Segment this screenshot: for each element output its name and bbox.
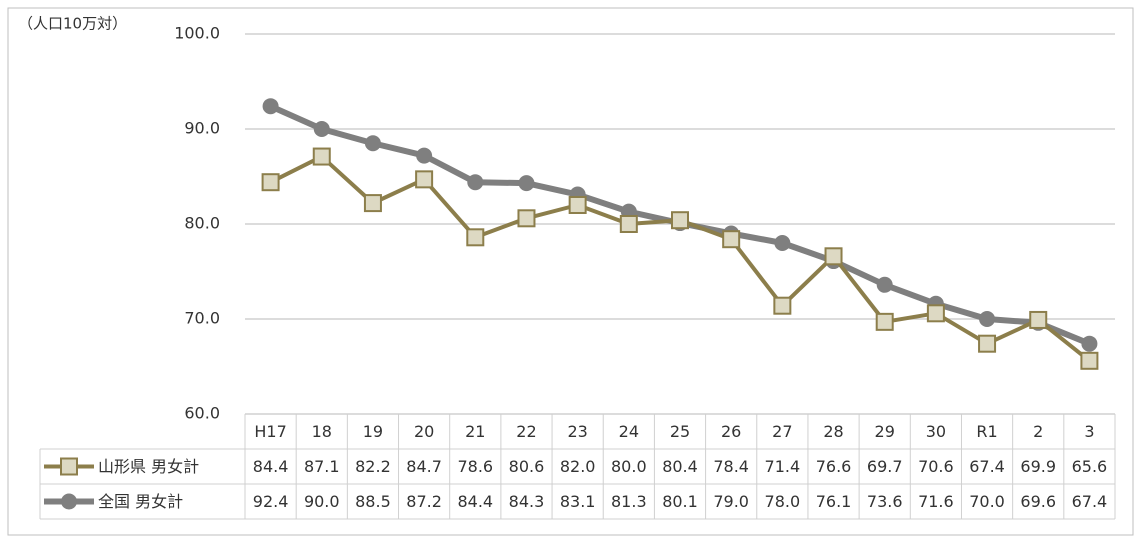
marker: [619, 215, 638, 233]
table-value: 88.5: [355, 492, 391, 511]
x-tick-label: 29: [875, 422, 895, 441]
table-value: 71.6: [918, 492, 954, 511]
table-value: 70.6: [918, 457, 954, 476]
y-tick-label: 70.0: [184, 309, 220, 328]
x-tick-label: R1: [976, 422, 997, 441]
table-value: 67.4: [969, 457, 1005, 476]
table-value: 84.4: [253, 457, 289, 476]
x-tick-label: 30: [926, 422, 946, 441]
x-tick-label: 20: [414, 422, 434, 441]
x-tick-label: 25: [670, 422, 690, 441]
x-tick-label: 23: [567, 422, 587, 441]
legend-label: 山形県 男女計: [98, 457, 199, 476]
table-value: 76.1: [816, 492, 852, 511]
marker: [262, 98, 279, 115]
table-value: 78.4: [713, 457, 749, 476]
marker: [926, 304, 945, 323]
marker: [364, 135, 381, 152]
legend-label: 全国 男女計: [98, 492, 183, 511]
marker: [774, 235, 791, 251]
marker: [824, 247, 843, 266]
x-tick-label: 28: [823, 422, 843, 441]
marker: [517, 209, 536, 228]
table-value: 81.3: [611, 492, 647, 511]
table-value: 82.2: [355, 457, 391, 476]
x-tick-label: 2: [1033, 422, 1043, 441]
table-value: 69.7: [867, 457, 903, 476]
table-value: 65.6: [1072, 457, 1108, 476]
table-value: 82.0: [560, 457, 596, 476]
marker: [773, 296, 792, 315]
marker: [466, 228, 485, 247]
marker: [875, 312, 894, 331]
x-tick-label: 18: [312, 422, 332, 441]
marker: [518, 175, 535, 192]
table-value: 78.0: [765, 492, 801, 511]
table-value: 69.6: [1020, 492, 1056, 511]
table-value: 71.4: [765, 457, 801, 476]
x-tick-label: 24: [619, 422, 639, 441]
table-value: 83.1: [560, 492, 596, 511]
y-tick-label: 80.0: [184, 214, 220, 233]
marker: [261, 173, 280, 192]
table-value: 87.2: [406, 492, 442, 511]
table-value: 80.4: [662, 457, 698, 476]
marker: [415, 170, 434, 189]
marker: [467, 174, 484, 191]
marker: [978, 334, 997, 353]
marker: [979, 311, 996, 327]
table-value: 80.1: [662, 492, 698, 511]
table-value: 80.0: [611, 457, 647, 476]
table-value: 69.9: [1020, 457, 1056, 476]
chart-frame: [7, 7, 1134, 536]
line: [269, 154, 1091, 363]
table-value: 70.0: [969, 492, 1005, 511]
table-value: 76.6: [816, 457, 852, 476]
table-value: 87.1: [304, 457, 340, 476]
x-tick-label: 27: [772, 422, 792, 441]
table-value: 90.0: [304, 492, 340, 511]
marker: [722, 230, 741, 249]
table-value: 84.3: [509, 492, 545, 511]
marker: [671, 211, 689, 230]
table-value: 84.7: [406, 457, 442, 476]
table-value: 73.6: [867, 492, 903, 511]
marker: [1081, 335, 1098, 352]
marker: [1080, 351, 1099, 370]
table-value: 78.6: [457, 457, 493, 476]
marker: [416, 147, 433, 164]
table-value: 92.4: [253, 492, 289, 511]
x-tick-label: 21: [465, 422, 485, 441]
marker: [876, 276, 893, 293]
x-tick-label: 19: [363, 422, 383, 441]
table-value: 84.4: [457, 492, 493, 511]
table-value: 67.4: [1072, 492, 1108, 511]
x-tick-label: 22: [516, 422, 536, 441]
table-value: 79.0: [713, 492, 749, 511]
marker: [568, 196, 587, 214]
y-axis-label: （人口10万対）: [18, 15, 127, 33]
marker: [1029, 310, 1048, 329]
x-tick-label: H17: [254, 422, 286, 441]
x-tick-label: 26: [721, 422, 741, 441]
x-tick-label: 3: [1084, 422, 1094, 441]
y-tick-label: 100.0: [174, 24, 220, 43]
marker: [313, 121, 330, 137]
marker: [60, 457, 78, 476]
table-value: 80.6: [509, 457, 545, 476]
marker: [312, 147, 331, 166]
marker: [61, 493, 77, 510]
y-tick-label: 90.0: [184, 119, 220, 138]
y-tick-label: 60.0: [184, 404, 220, 423]
marker: [363, 194, 382, 213]
